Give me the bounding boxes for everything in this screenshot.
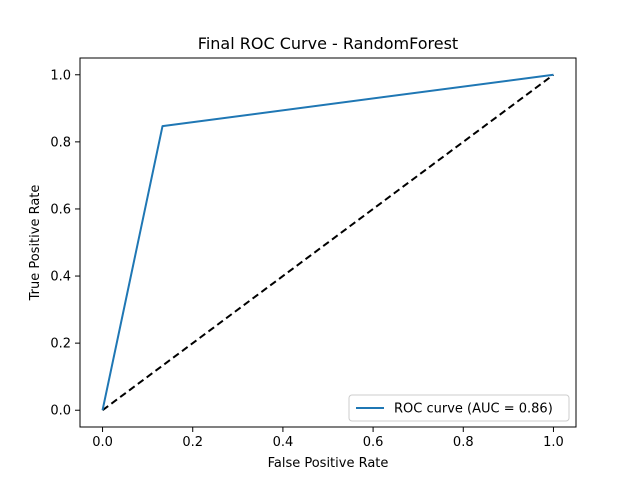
x-tick-label: 0.0 [92,435,113,450]
x-axis-label: False Positive Rate [268,456,389,471]
series-roc-curve-line [101,73,554,411]
series-chance-diagonal-line [101,73,555,412]
legend: ROC curve (AUC = 0.86) [348,394,570,422]
y-axis-ticks: 0.0 0.2 0.4 0.6 0.8 1.0 [50,68,80,419]
y-tick-label: 0.8 [50,135,71,150]
y-tick-label: 0.0 [50,404,71,419]
x-tick-label: 0.8 [453,435,474,450]
y-tick-label: 0.6 [50,202,71,217]
x-axis-ticks: 0.0 0.2 0.4 0.6 0.8 1.0 [92,427,564,450]
y-tick-label: 1.0 [50,68,71,83]
y-axis-label: True Positive Rate [28,185,43,302]
x-tick-label: 0.2 [182,435,203,450]
plot-frame [79,57,577,428]
x-tick-label: 0.6 [363,435,384,450]
legend-label-roc-curve: ROC curve (AUC = 0.86) [394,402,553,417]
x-tick-label: 1.0 [543,435,564,450]
chart-title: Final ROC Curve - RandomForest [198,34,458,53]
x-tick-label: 0.4 [273,435,294,450]
y-tick-label: 0.4 [50,270,71,285]
series-layer [101,73,555,412]
legend-box [348,394,570,422]
plot-area [79,57,577,428]
y-tick-label: 0.2 [50,337,71,352]
